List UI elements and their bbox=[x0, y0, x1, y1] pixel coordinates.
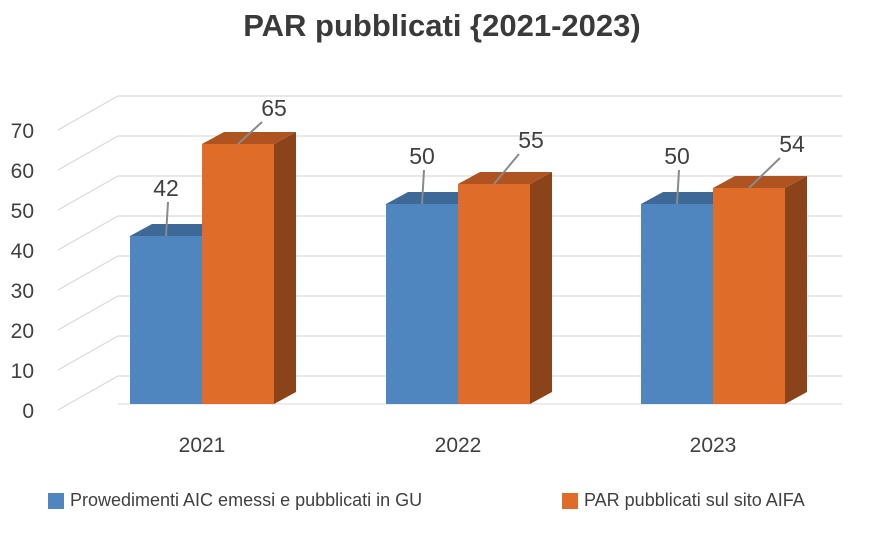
data-labels: 42 65 50 55 50 54 bbox=[153, 95, 805, 237]
data-label-leader bbox=[493, 153, 520, 185]
x-tick-label: 2023 bbox=[690, 434, 737, 457]
data-label-leader bbox=[748, 157, 781, 189]
legend-label-series-2: PAR pubblicati sul sito AIFA bbox=[584, 490, 805, 510]
bar-side bbox=[530, 172, 552, 404]
data-label-leader bbox=[165, 201, 169, 237]
chart-title: PAR pubblicati {2021-2023) bbox=[243, 8, 641, 43]
bar bbox=[130, 236, 202, 404]
bar-top bbox=[458, 172, 552, 184]
y-tick-label: 30 bbox=[11, 280, 34, 303]
bar bbox=[713, 188, 785, 404]
gridline bbox=[57, 375, 842, 411]
x-axis: 2021 2022 2023 bbox=[179, 434, 737, 457]
y-tick-label: 50 bbox=[11, 200, 34, 223]
gridline bbox=[57, 135, 842, 171]
bars bbox=[130, 132, 807, 404]
legend-item-series-1: Prowedimenti AIC emessi e pubblicati in … bbox=[48, 490, 422, 511]
y-tick-label: 0 bbox=[22, 400, 34, 423]
y-tick-label: 10 bbox=[11, 360, 34, 383]
gridline bbox=[57, 95, 842, 131]
bar-side bbox=[274, 132, 296, 404]
data-label: 50 bbox=[664, 143, 690, 169]
y-tick-label: 20 bbox=[11, 320, 34, 343]
legend-swatch-series-2 bbox=[562, 492, 578, 509]
data-label: 55 bbox=[518, 127, 544, 153]
gridline bbox=[57, 295, 842, 331]
x-tick-label: 2021 bbox=[179, 434, 226, 457]
bar-side bbox=[785, 176, 807, 404]
bar-top bbox=[641, 192, 735, 204]
data-label: 50 bbox=[409, 143, 435, 169]
data-label: 42 bbox=[153, 175, 179, 201]
bar-top bbox=[130, 224, 224, 236]
data-label-leader bbox=[676, 169, 680, 205]
legend-item-series-2: PAR pubblicati sul sito AIFA bbox=[562, 490, 805, 511]
x-tick-label: 2022 bbox=[435, 434, 482, 457]
bar-top bbox=[713, 176, 807, 188]
bar-top bbox=[202, 132, 296, 144]
gridline bbox=[57, 175, 842, 211]
y-axis: 0 10 20 30 40 50 60 70 bbox=[11, 120, 34, 423]
y-tick-label: 60 bbox=[11, 160, 34, 183]
gridline bbox=[57, 215, 842, 251]
gridline bbox=[57, 335, 842, 371]
bar bbox=[202, 144, 274, 404]
data-label-leader bbox=[237, 121, 263, 145]
bar-top bbox=[386, 192, 480, 204]
legend-label-series-1: Prowedimenti AIC emessi e pubblicati in … bbox=[70, 490, 423, 510]
legend-swatch-series-1 bbox=[48, 492, 64, 509]
y-tick-label: 70 bbox=[11, 120, 34, 143]
data-label: 54 bbox=[779, 131, 805, 157]
data-label-leader bbox=[421, 169, 425, 205]
y-tick-label: 40 bbox=[11, 240, 34, 263]
data-label: 65 bbox=[261, 95, 287, 121]
bar bbox=[641, 204, 713, 404]
legend: Prowedimenti AIC emessi e pubblicati in … bbox=[0, 490, 884, 520]
bar bbox=[458, 184, 530, 404]
gridline bbox=[57, 255, 842, 291]
bar bbox=[386, 204, 458, 404]
